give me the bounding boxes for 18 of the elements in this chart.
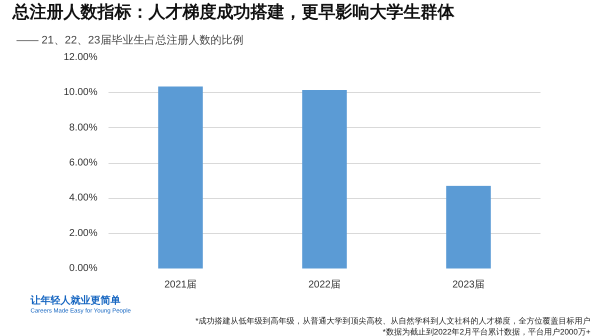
y-tick-label: 12.00% [64,52,98,63]
x-tick-label: 2022届 [308,280,341,290]
y-tick-label: 4.00% [69,192,98,204]
y-tick-label: 6.00% [69,158,98,168]
y-tick-label: 8.00% [69,122,98,134]
text: *数据为截止到2022年2月平台累计数据，平台用户2000万+ [382,328,591,336]
y-tick-label: 2.00% [69,228,98,239]
bar [302,90,347,268]
x-tick-label: 2023届 [452,280,485,290]
text: 让年轻人就业更简单 [30,294,120,306]
x-tick-label: 2021届 [164,280,197,290]
bar [158,86,203,268]
y-tick-label: 10.00% [64,87,98,98]
y-tick-label: 0.00% [69,263,98,274]
text: *成功搭建从低年级到高年级，从普通大学到顶尖高校、从自然学科到人文社科的人才梯度，全方位覆盖目标用户 [195,316,591,326]
chart-subtitle: —— 21、22、23届毕业生占总注册人数的比例 [16,34,244,46]
chart-title: 总注册人数指标：人才梯度成功搭建，更早影响大学生群体 [12,2,456,22]
bar [446,186,491,268]
